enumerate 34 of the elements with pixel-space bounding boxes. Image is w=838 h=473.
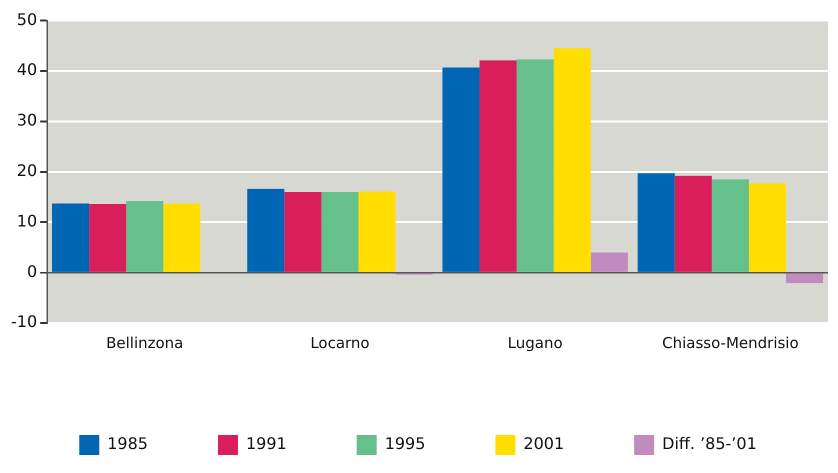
bar bbox=[590, 252, 628, 272]
bar bbox=[674, 176, 712, 272]
bar bbox=[247, 188, 284, 272]
bar bbox=[358, 191, 396, 272]
bar bbox=[89, 204, 126, 272]
bar bbox=[52, 204, 90, 272]
y-tick-label: 50 bbox=[16, 10, 38, 29]
bar bbox=[480, 60, 517, 272]
x-tick-label: Bellinzona bbox=[106, 334, 184, 352]
bar bbox=[284, 192, 322, 272]
bar bbox=[442, 67, 480, 272]
x-tick-label: Lugano bbox=[508, 334, 563, 352]
bar bbox=[554, 48, 591, 272]
bar bbox=[786, 273, 824, 284]
x-tick-label: Locarno bbox=[310, 334, 370, 352]
bar bbox=[126, 201, 164, 272]
bar bbox=[638, 173, 675, 272]
bar bbox=[712, 179, 749, 272]
bar bbox=[321, 192, 359, 272]
y-tick-label: 0 bbox=[26, 262, 38, 281]
bar bbox=[748, 183, 786, 272]
legend-label: Diff. ’85-’01 bbox=[662, 434, 757, 454]
bar bbox=[163, 204, 200, 272]
x-tick-label: Chiasso-Mendrisio bbox=[662, 334, 799, 352]
y-tick-label: 10 bbox=[16, 211, 38, 230]
y-tick-label: 40 bbox=[16, 60, 38, 80]
legend-label: 1985 bbox=[107, 434, 148, 454]
y-tick-label: 30 bbox=[16, 110, 38, 130]
y-tick-label: -10 bbox=[10, 312, 38, 332]
y-tick-label: 20 bbox=[16, 160, 38, 180]
bar bbox=[516, 59, 554, 272]
legend-label: 1995 bbox=[384, 434, 426, 454]
legend-label: 1991 bbox=[246, 434, 287, 454]
legend-label: 2001 bbox=[523, 434, 564, 454]
